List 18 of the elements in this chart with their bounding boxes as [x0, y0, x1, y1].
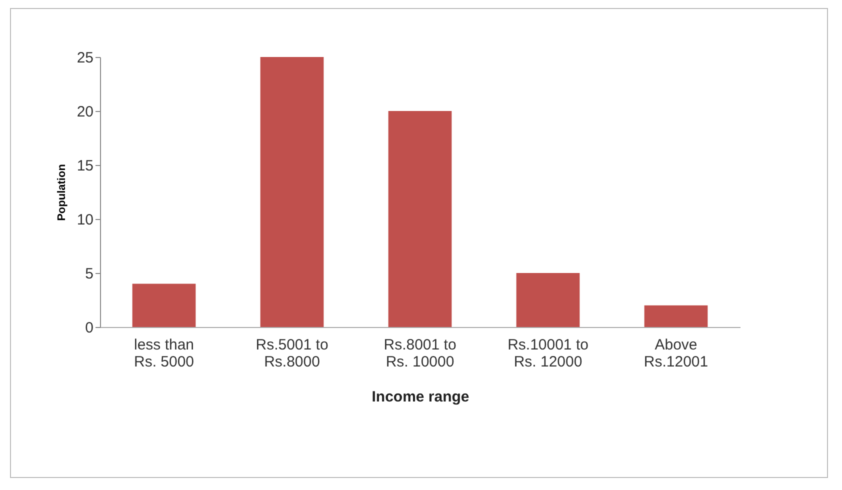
y-tick-label: 0	[85, 320, 94, 336]
y-axis-title: Population	[56, 164, 68, 221]
y-tick-label: 25	[76, 50, 94, 66]
bar	[388, 111, 452, 327]
bar	[132, 284, 196, 327]
x-tick-label: Rs.8001 to Rs. 10000	[384, 336, 456, 370]
bar	[644, 305, 708, 327]
x-tick-label: Rs.10001 to Rs. 12000	[508, 336, 588, 370]
y-tick-label: 10	[76, 212, 94, 228]
bar	[516, 273, 580, 327]
bar	[260, 57, 324, 327]
x-axis-title: Income range	[372, 388, 470, 406]
x-tick-label: Above Rs.12001	[644, 336, 708, 370]
y-tick-label: 5	[85, 266, 94, 282]
y-tick-label: 15	[76, 158, 94, 174]
x-tick-label: less than Rs. 5000	[134, 336, 194, 370]
x-tick-label: Rs.5001 to Rs.8000	[256, 336, 328, 370]
y-tick-label: 20	[76, 104, 94, 120]
